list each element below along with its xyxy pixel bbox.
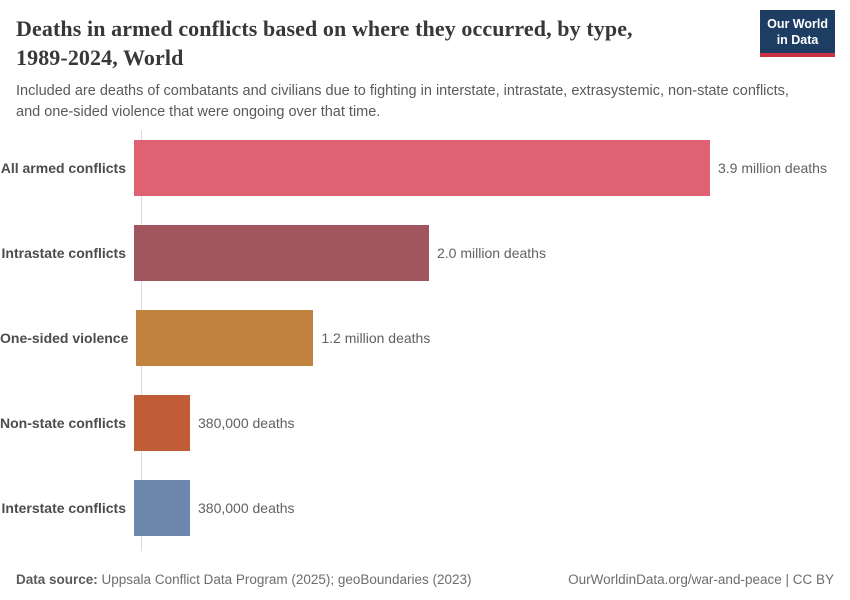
chart-footer: Data source: Uppsala Conflict Data Progr…: [16, 572, 834, 587]
category-label: All armed conflicts: [0, 160, 126, 176]
category-label: One-sided violence: [0, 330, 129, 346]
bar-track: 2.0 million deaths: [134, 225, 850, 281]
bar[interactable]: [134, 395, 191, 451]
data-source: Data source: Uppsala Conflict Data Progr…: [16, 572, 471, 587]
bar[interactable]: [136, 310, 314, 366]
data-source-value: Uppsala Conflict Data Program (2025); ge…: [97, 572, 472, 587]
value-label: 380,000 deaths: [198, 500, 295, 516]
owid-logo[interactable]: Our World in Data: [760, 10, 835, 57]
bar[interactable]: [134, 225, 429, 281]
category-label: Non-state conflicts: [0, 415, 127, 431]
bar[interactable]: [134, 480, 190, 536]
bar-track: 3.9 million deaths: [134, 140, 850, 196]
bar-track: 380,000 deaths: [134, 395, 850, 451]
data-source-label: Data source:: [16, 572, 98, 587]
bar-row: All armed conflicts 3.9 million deaths: [0, 140, 850, 196]
bar-row: One-sided violence 1.2 million deaths: [0, 310, 850, 366]
value-label: 380,000 deaths: [198, 415, 295, 431]
chart-title: Deaths in armed conflicts based on where…: [16, 16, 633, 71]
value-label: 3.9 million deaths: [718, 160, 827, 176]
bar-row: Interstate conflicts 380,000 deaths: [0, 480, 850, 536]
bar-row: Non-state conflicts 380,000 deaths: [0, 395, 850, 451]
attribution-link[interactable]: OurWorldinData.org/war-and-peace | CC BY: [568, 572, 834, 587]
bar-track: 1.2 million deaths: [136, 310, 850, 366]
value-label: 1.2 million deaths: [321, 330, 431, 346]
bar-row: Intrastate conflicts 2.0 million deaths: [0, 225, 850, 281]
chart-subtitle: Included are deaths of combatants and ci…: [16, 83, 789, 121]
category-label: Interstate conflicts: [1, 500, 126, 516]
category-label: Intrastate conflicts: [1, 245, 126, 261]
bar-track: 380,000 deaths: [134, 480, 850, 536]
bar[interactable]: [134, 140, 710, 196]
bar-chart: All armed conflicts 3.9 million deaths Int…: [0, 130, 850, 555]
chart-header: Deaths in armed conflicts based on where…: [16, 10, 835, 123]
value-label: 2.0 million deaths: [437, 245, 546, 261]
owid-logo-text: Our World in Data: [767, 17, 828, 47]
bar-rows: All armed conflicts 3.9 million deaths Int…: [0, 140, 850, 565]
